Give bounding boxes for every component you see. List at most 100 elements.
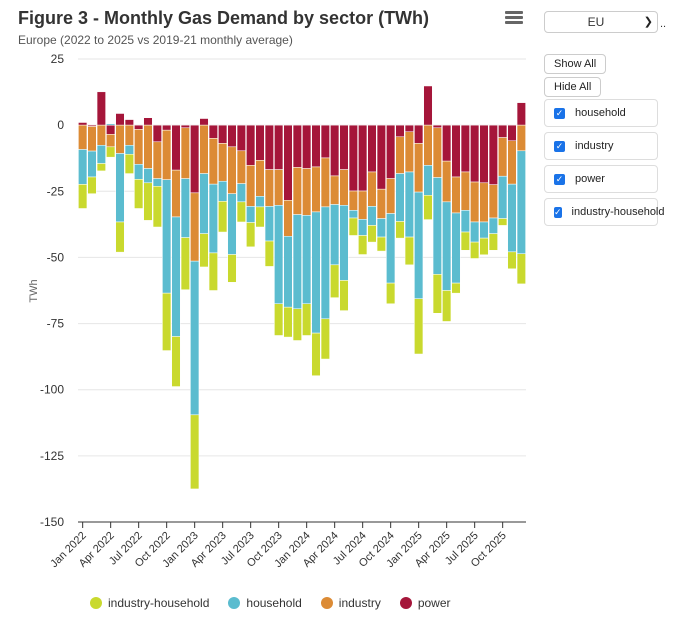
bar-power[interactable]	[227, 124, 237, 148]
bar-household[interactable]	[180, 178, 190, 238]
bar-household[interactable]	[227, 193, 237, 255]
bar-power[interactable]	[255, 124, 265, 161]
bar-industry[interactable]	[460, 171, 470, 211]
bar-industry-household[interactable]	[255, 206, 265, 228]
bar-household[interactable]	[283, 236, 293, 308]
bar-industry[interactable]	[96, 124, 106, 146]
bar-household[interactable]	[330, 204, 340, 266]
bar-industry-household[interactable]	[264, 240, 274, 267]
bar-industry-household[interactable]	[414, 298, 424, 355]
bar-industry[interactable]	[423, 124, 433, 166]
bar-industry-household[interactable]	[451, 282, 461, 294]
bar-household[interactable]	[96, 145, 106, 164]
bar-industry-household[interactable]	[460, 231, 470, 251]
bar-household[interactable]	[432, 177, 442, 275]
bar-household[interactable]	[516, 150, 526, 254]
bar-household[interactable]	[190, 260, 200, 416]
bar-industry[interactable]	[236, 150, 246, 184]
bar-industry-household[interactable]	[386, 282, 396, 304]
bar-industry[interactable]	[124, 124, 134, 146]
bar-household[interactable]	[386, 213, 396, 284]
bar-industry[interactable]	[87, 126, 97, 152]
bar-power[interactable]	[311, 124, 321, 168]
bar-household[interactable]	[479, 221, 489, 239]
bar-industry[interactable]	[199, 124, 209, 174]
bar-industry-household[interactable]	[404, 236, 414, 266]
bar-household[interactable]	[87, 150, 97, 178]
bar-power[interactable]	[96, 91, 106, 126]
bar-power[interactable]	[330, 124, 340, 177]
bar-household[interactable]	[292, 214, 302, 310]
bar-power[interactable]	[292, 124, 302, 168]
legend-item-industry[interactable]: industry	[320, 596, 381, 610]
bar-industry[interactable]	[180, 127, 190, 179]
checkbox-household[interactable]: ✓ household	[544, 99, 658, 127]
bar-industry-household[interactable]	[208, 252, 218, 291]
bar-power[interactable]	[320, 124, 330, 159]
bar-power[interactable]	[339, 124, 349, 170]
bar-industry-household[interactable]	[358, 235, 368, 255]
bar-industry-household[interactable]	[498, 218, 508, 226]
bar-industry[interactable]	[451, 176, 461, 214]
bar-power[interactable]	[190, 124, 200, 194]
bar-household[interactable]	[143, 168, 153, 184]
bar-household[interactable]	[274, 205, 284, 304]
bar-power[interactable]	[414, 124, 424, 144]
bar-power[interactable]	[283, 124, 293, 201]
bar-industry[interactable]	[404, 131, 414, 173]
bar-industry-household[interactable]	[134, 179, 144, 209]
bar-industry-household[interactable]	[106, 146, 116, 158]
bar-power[interactable]	[367, 124, 377, 173]
bar-household[interactable]	[470, 221, 480, 243]
bar-industry-household[interactable]	[246, 222, 256, 248]
bar-industry-household[interactable]	[423, 195, 433, 220]
bar-industry-household[interactable]	[283, 306, 293, 338]
bar-industry[interactable]	[479, 182, 489, 223]
legend-item-industry-household[interactable]: industry-household	[90, 596, 209, 610]
bar-industry-household[interactable]	[218, 201, 228, 233]
bar-power[interactable]	[78, 122, 88, 126]
bar-household[interactable]	[358, 219, 368, 236]
bar-power[interactable]	[171, 124, 181, 171]
checkbox-power[interactable]: ✓ power	[544, 165, 658, 193]
bar-household[interactable]	[339, 205, 349, 281]
bar-household[interactable]	[78, 149, 88, 185]
bar-household[interactable]	[460, 210, 470, 233]
bar-household[interactable]	[442, 201, 452, 291]
bar-industry-household[interactable]	[227, 254, 237, 283]
bar-industry-household[interactable]	[376, 236, 386, 252]
bar-industry[interactable]	[171, 169, 181, 218]
bar-power[interactable]	[348, 124, 358, 192]
bar-power[interactable]	[386, 124, 396, 179]
bar-industry-household[interactable]	[292, 308, 302, 341]
bar-industry-household[interactable]	[479, 237, 489, 256]
bar-industry-household[interactable]	[143, 182, 153, 221]
legend-item-household[interactable]: household	[228, 596, 302, 610]
bar-industry[interactable]	[330, 175, 340, 205]
bar-power[interactable]	[274, 124, 284, 170]
bar-household[interactable]	[134, 164, 144, 180]
bar-industry[interactable]	[264, 169, 274, 207]
bar-industry[interactable]	[152, 141, 162, 179]
checkbox-industry[interactable]: ✓ industry	[544, 132, 658, 160]
bar-household[interactable]	[451, 212, 461, 284]
bar-power[interactable]	[460, 124, 470, 173]
bar-household[interactable]	[507, 183, 517, 253]
bar-industry-household[interactable]	[274, 303, 284, 336]
region-select[interactable]: EU ❯	[544, 11, 658, 33]
bar-power[interactable]	[124, 119, 134, 126]
bar-industry-household[interactable]	[115, 221, 125, 253]
bar-household[interactable]	[199, 173, 209, 234]
bar-household[interactable]	[414, 191, 424, 299]
bar-power[interactable]	[451, 124, 461, 178]
bar-household[interactable]	[115, 153, 125, 223]
bar-household[interactable]	[106, 123, 116, 126]
bar-household[interactable]	[498, 175, 508, 219]
bar-industry-household[interactable]	[367, 225, 377, 243]
bar-industry-household[interactable]	[162, 292, 172, 351]
bar-power[interactable]	[208, 124, 218, 139]
bar-industry-household[interactable]	[87, 176, 97, 194]
bar-power[interactable]	[479, 124, 489, 184]
bar-power[interactable]	[302, 124, 312, 169]
bar-power[interactable]	[162, 124, 172, 131]
